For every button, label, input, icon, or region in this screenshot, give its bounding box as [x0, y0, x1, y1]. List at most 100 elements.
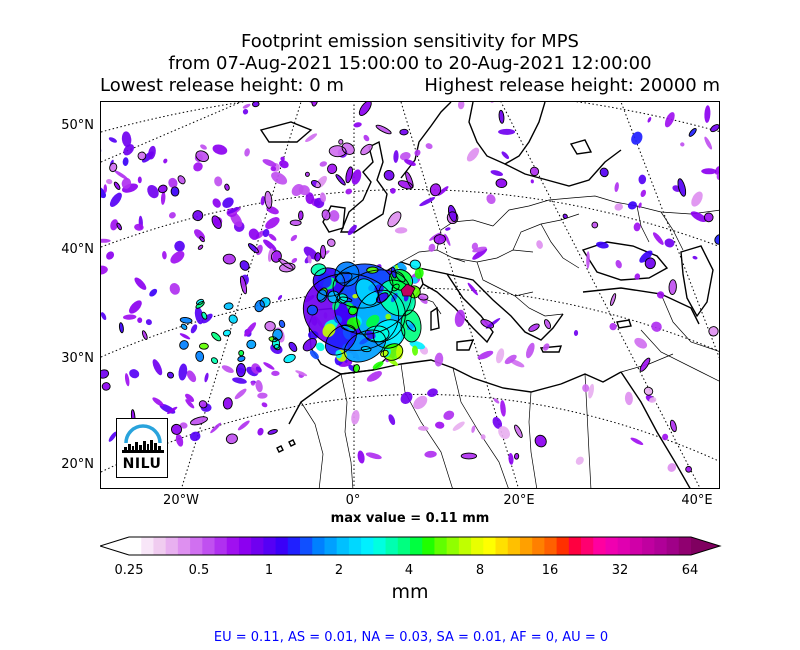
colorbar-segment [202, 537, 215, 555]
sensitivity-contour [328, 145, 347, 158]
sensitivity-contour [289, 219, 302, 226]
sensitivity-cell [435, 421, 445, 429]
sensitivity-cell [466, 147, 480, 162]
colorbar-segment [446, 537, 460, 555]
sensitivity-contour [348, 305, 358, 316]
sensitivity-contour [708, 326, 719, 337]
sensitivity-cell [341, 325, 355, 332]
sensitivity-cell [192, 210, 203, 221]
sensitivity-contour [334, 261, 360, 287]
coast-iceland [259, 121, 313, 143]
sensitivity-contour [529, 166, 540, 177]
sensitivity-contour [356, 289, 406, 343]
sensitivity-cell [390, 187, 396, 194]
colorbar-segment [434, 537, 448, 555]
sensitivity-cell [530, 167, 539, 176]
sensitivity-cell [142, 330, 148, 340]
sensitivity-cell [315, 175, 327, 189]
sensitivity-cell [290, 234, 298, 242]
sensitivity-cell [452, 421, 465, 431]
sensitivity-cell [106, 251, 115, 260]
sensitivity-contour [270, 250, 282, 263]
sensitivity-contour [192, 210, 204, 222]
sensitivity-contour [714, 234, 719, 245]
sensitivity-cell [174, 240, 185, 252]
sensitivity-cell [591, 222, 598, 228]
sensitivity-cell [652, 232, 664, 245]
sensitivity-contour [302, 338, 317, 352]
sensitivity-cell [609, 322, 617, 331]
sensitivity-cell [102, 382, 111, 391]
sensitivity-cell [257, 427, 264, 436]
sensitivity-cell [171, 424, 182, 435]
sensitivity-contour [166, 371, 175, 379]
sensitivity-cell [114, 182, 120, 190]
sensitivity-cell [319, 192, 327, 203]
colorbar-segment [373, 537, 386, 555]
sensitivity-cell [170, 250, 185, 264]
sensitivity-contour [273, 344, 281, 351]
sensitivity-contour [355, 278, 379, 306]
title-line-2: from 07-Aug-2021 15:00:00 to 20-Aug-2021… [168, 53, 652, 74]
colorbar-under-arrow [100, 537, 129, 555]
sensitivity-contour [311, 102, 319, 107]
sensitivity-cell [387, 211, 401, 227]
sensitivity-contour [327, 163, 338, 175]
sensitivity-cell [222, 197, 234, 208]
sensitivity-cell [651, 321, 662, 332]
sensitivity-cell [413, 395, 428, 410]
sensitivity-cell [137, 176, 142, 184]
colorbar-segment [642, 537, 655, 555]
sensitivity-contour [271, 337, 281, 349]
sensitivity-cell [108, 137, 118, 143]
sensitivity-contour [225, 433, 238, 445]
sensitivity-cell [360, 144, 373, 155]
sensitivity-contour [382, 343, 404, 361]
sensitivity-cell [240, 276, 247, 294]
border-line [512, 213, 580, 251]
sensitivity-cell [677, 178, 686, 197]
colorbar [100, 536, 722, 556]
sensitivity-cell [490, 170, 504, 177]
sensitivity-cell [169, 283, 180, 295]
sensitivity-cell [634, 273, 641, 280]
sensitivity-cell [640, 358, 650, 372]
skyline-block [135, 442, 138, 450]
sensitivity-cell [160, 191, 166, 205]
sensitivity-cell [242, 108, 249, 115]
sensitivity-cell [501, 151, 510, 159]
sensitivity-contour [669, 419, 677, 433]
sensitivity-cell [335, 174, 346, 186]
sensitivity-cell [477, 350, 494, 360]
sensitivity-cell [271, 370, 280, 377]
sensitivity-cell [514, 425, 523, 438]
colorbar-segment [129, 537, 142, 555]
colorbar-segment [300, 537, 313, 555]
sensitivity-cell [227, 206, 240, 214]
sensitivity-cell [180, 317, 192, 324]
colorbar-segment [214, 537, 228, 555]
graticule-lat-50 [101, 102, 719, 133]
sensitivity-cell [224, 184, 230, 191]
sensitivity-cell [588, 383, 595, 399]
sensitivity-cell [260, 196, 265, 206]
colorbar-segment [312, 537, 325, 555]
sensitivity-cell [366, 314, 380, 328]
sensitivity-cell [472, 246, 487, 253]
release-site-marker [400, 283, 416, 297]
colorbar-segment [263, 537, 277, 555]
colorbar-segment [605, 537, 619, 555]
sensitivity-cell [185, 399, 195, 409]
border-line [492, 197, 572, 227]
sensitivity-contour [433, 234, 446, 245]
coast-anatolia [582, 287, 700, 325]
sensitivity-cell [710, 124, 719, 132]
sensitivity-cell [121, 131, 132, 148]
sensitivity-cell [308, 330, 319, 340]
sensitivity-cell [664, 238, 675, 248]
colorbar-segment [617, 537, 631, 555]
colorbar-segment [532, 537, 545, 555]
sensitivity-cell [353, 122, 362, 128]
map-canvas [101, 102, 719, 488]
sensitivity-cell [627, 201, 637, 210]
